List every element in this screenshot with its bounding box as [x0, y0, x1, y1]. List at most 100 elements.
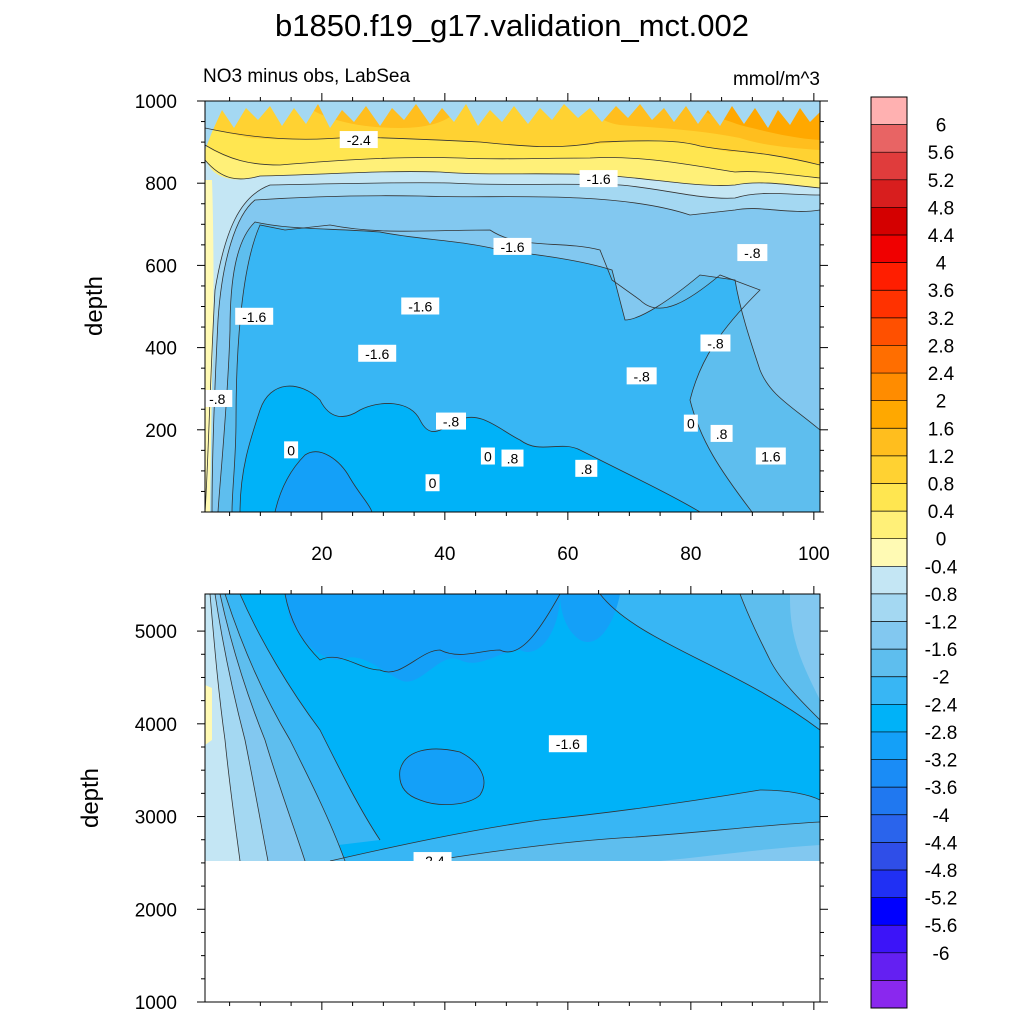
lower-plot-frame	[204, 593, 821, 1003]
x-tick-label: 60	[557, 544, 578, 565]
contour-label-text: -1.6	[556, 736, 580, 752]
lower-band-minus04	[205, 594, 240, 861]
colorbar-swatch	[871, 538, 907, 567]
contour-label-text: -.8	[443, 414, 460, 430]
colorbar-label: -1.2	[925, 613, 958, 634]
contour-label: -1.6	[493, 237, 532, 255]
colorbar-label: -4.8	[925, 861, 958, 882]
colorbar-swatch	[871, 455, 907, 484]
contour-label-bg	[700, 334, 731, 352]
contour-label-bg	[202, 389, 233, 407]
colorbar-label: -5.2	[925, 889, 958, 910]
colorbar: 6 5.6 5.2 4.8 4.4 4 3.6 3.2 2.8 2.4 2 1.6 1.2 0.8 0.4 0…	[870, 96, 958, 1009]
colorbar-swatch	[871, 235, 907, 263]
contour-label-bg	[737, 244, 768, 262]
colorbar-label: 4.4	[928, 226, 955, 247]
contour-label-bg	[493, 237, 532, 255]
contour-label: -.8	[202, 389, 233, 407]
upper-band-minus24	[275, 451, 372, 512]
colorbar-swatch	[871, 842, 907, 871]
upper-axes: 20 40 60 80 100 200 400 600 800 1000	[135, 92, 830, 565]
x-tick-label: 80	[680, 544, 701, 565]
colorbar-label: 6	[936, 116, 947, 137]
colorbar-swatch	[871, 649, 907, 678]
colorbar-label: 0.8	[928, 474, 954, 495]
contour-label: -1.6	[548, 735, 587, 753]
colorbar-swatch	[871, 980, 907, 1009]
contour-label-bg	[436, 412, 466, 430]
colorbar-frame	[870, 96, 908, 1009]
contour-label-bg	[575, 459, 598, 477]
lower-axes: 1000 2000 3000 4000 5000	[135, 586, 828, 1014]
contour-label-text: -1.6	[242, 309, 266, 325]
contour-label-bg	[710, 424, 733, 442]
colorbar-label: 5.2	[928, 171, 954, 192]
colorbar-label: -0.4	[925, 557, 958, 578]
colorbar-label: -1.6	[925, 640, 958, 661]
contour-label-text: 0	[287, 442, 295, 458]
colorbar-swatch	[871, 593, 907, 622]
upper-band-minus08	[205, 101, 820, 512]
upper-left-wall	[205, 180, 214, 512]
y-tick-label: 1000	[135, 92, 177, 113]
contour-label: .8	[710, 424, 733, 442]
upper-surface-ripple	[205, 101, 820, 150]
lower-band-minus12	[205, 594, 820, 861]
colorbar-swatch	[871, 207, 907, 236]
colorbar-label: -0.8	[925, 585, 958, 606]
contour-label-text: 0	[687, 416, 695, 432]
upper-panel: 0 0 0 .8 .8 1.6 0 .8 -.8 -.8 -.8 -.8 -1.6 -1.6 -1.6 -1.…	[81, 92, 830, 565]
y-tick-label: 800	[145, 174, 177, 195]
upper-contour-labels: 0 0 0 .8 .8 1.6 0 .8 -.8 -.8 -.8 -.8 -1.6 -1.6 -1.6 -1.…	[202, 131, 786, 492]
y-tick-label: 200	[145, 421, 177, 442]
contour-label: 0	[480, 447, 495, 465]
colorbar-swatch	[871, 621, 907, 650]
contour-label-bg	[755, 447, 786, 465]
colorbar-swatch	[871, 428, 907, 457]
lower-band-minus24-top	[285, 594, 560, 682]
contour-label: -2.4	[339, 131, 378, 149]
contour-label-bg	[548, 735, 587, 753]
lower-panel: -.8-2.4-1.6-2.4-2.4-1.6-1.6 100020003000…	[77, 586, 828, 1014]
contour-label-bg	[339, 131, 378, 149]
colorbar-label: 4	[936, 254, 947, 275]
colorbar-swatch	[871, 731, 907, 760]
colorbar-swatch	[871, 787, 907, 816]
colorbar-swatch	[871, 925, 907, 954]
contour-label: -1.6	[358, 344, 397, 362]
contour-label-text: 1.6	[761, 449, 781, 465]
lower-contour-fill	[205, 594, 820, 861]
colorbar-swatch	[871, 483, 907, 512]
contour-label: .8	[575, 459, 598, 477]
y-tick-label: 3000	[135, 808, 177, 829]
colorbar-swatch	[871, 897, 907, 926]
colorbar-label: 2.4	[928, 364, 955, 385]
colorbar-label: 1.6	[928, 419, 954, 440]
contour-label-bg	[501, 449, 524, 467]
colorbar-swatch	[871, 317, 907, 346]
contour-label-bg	[284, 441, 299, 459]
contour-label-text: -1.6	[365, 346, 389, 362]
colorbar-label: 2.8	[928, 336, 954, 357]
lower-band-minus24-mid	[399, 749, 484, 805]
colorbar-label: -3.6	[925, 778, 958, 799]
colorbar-swatch	[871, 345, 907, 374]
colorbar-label: -6	[933, 944, 950, 965]
colorbar-swatch	[871, 566, 907, 595]
colorbar-swatch	[871, 511, 907, 539]
contour-label: 0	[683, 414, 698, 432]
contour-label-text: -1.6	[587, 171, 611, 187]
colorbar-label: -4	[933, 806, 950, 827]
colorbar-swatch	[871, 373, 907, 401]
lower-ylabel: depth	[77, 768, 104, 828]
contour-label: 1.6	[755, 447, 786, 465]
y-tick-label: 400	[145, 339, 177, 360]
contour-label: -.8	[737, 244, 768, 262]
colorbar-swatch	[871, 952, 907, 981]
contour-label-bg	[235, 307, 274, 325]
contour-label-text: -1.6	[408, 299, 432, 315]
x-tick-label: 100	[798, 544, 830, 565]
contour-label: -.8	[626, 367, 657, 385]
colorbar-swatch	[871, 262, 907, 291]
y-tick-label: 4000	[135, 715, 177, 736]
